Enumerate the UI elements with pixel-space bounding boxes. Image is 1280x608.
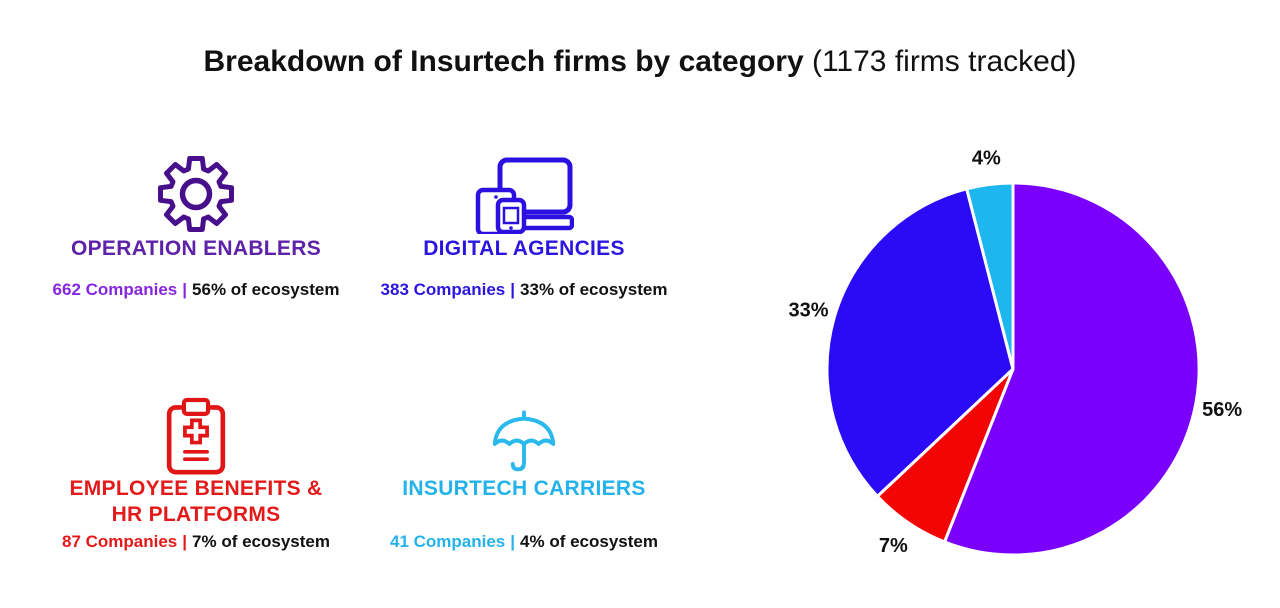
- company-count: 87 Companies: [62, 532, 178, 551]
- category-stats: 87 Companies | 7% of ecosystem: [22, 532, 370, 552]
- pie-chart-svg: 56% 7% 33% 4%: [788, 148, 1242, 558]
- category-title: DIGITAL AGENCIES: [423, 237, 625, 260]
- ecosystem-share: 33% of ecosystem: [520, 280, 668, 299]
- pie-slice-operation-enablers: [943, 181, 1201, 557]
- ecosystem-share: 4% of ecosystem: [520, 532, 658, 551]
- category-stats: 41 Companies | 4% of ecosystem: [350, 532, 698, 552]
- devices-icon: [364, 148, 684, 234]
- page-title-suffix: (1173 firms tracked): [803, 45, 1077, 78]
- page-title-main: Breakdown of Insurtech firms by category: [203, 45, 804, 78]
- category-card-employee-benefits: EMPLOYEE BENEFITS & HR PLATFORMS 87 Comp…: [36, 392, 356, 560]
- stats-separator: |: [510, 532, 516, 551]
- pie-slice-label: 56%: [1202, 399, 1242, 421]
- company-count: 383 Companies: [380, 280, 506, 299]
- category-card-digital-agencies: DIGITAL AGENCIES 383 Companies | 33% of ec…: [364, 148, 684, 316]
- pie-slice-label: 33%: [788, 300, 828, 322]
- page-title: Breakdown of Insurtech firms by category…: [0, 44, 1280, 80]
- category-title: EMPLOYEE BENEFITS & HR PLATFORMS: [69, 477, 323, 526]
- company-count: 662 Companies: [52, 280, 178, 299]
- pie-slice-digital-agencies: [825, 187, 1015, 498]
- pie-slice-label: 7%: [879, 535, 908, 557]
- medical-clipboard-icon: [36, 392, 356, 478]
- pie-chart: 56% 7% 33% 4%: [770, 133, 1280, 603]
- stats-separator: |: [182, 280, 188, 299]
- category-title: OPERATION ENABLERS: [70, 237, 322, 260]
- pie-slice-insurtech-carriers: [965, 181, 1015, 371]
- category-stats: 662 Companies | 56% of ecosystem: [22, 280, 370, 300]
- category-card-operation-enablers: OPERATION ENABLERS 662 Companies | 56% of …: [36, 148, 356, 316]
- category-title: INSURTECH CARRIERS: [402, 477, 646, 500]
- ecosystem-share: 56% of ecosystem: [192, 280, 340, 299]
- company-count: 41 Companies: [390, 532, 506, 551]
- category-card-insurtech-carriers: INSURTECH CARRIERS 41 Companies | 4% of ec…: [364, 392, 684, 560]
- stats-separator: |: [510, 280, 516, 299]
- gear-icon: [36, 148, 356, 234]
- umbrella-icon: [364, 392, 684, 478]
- stats-separator: |: [182, 532, 188, 551]
- pie-slice-label: 4%: [972, 148, 1001, 170]
- ecosystem-share: 7% of ecosystem: [192, 532, 330, 551]
- category-stats: 383 Companies | 33% of ecosystem: [350, 280, 698, 300]
